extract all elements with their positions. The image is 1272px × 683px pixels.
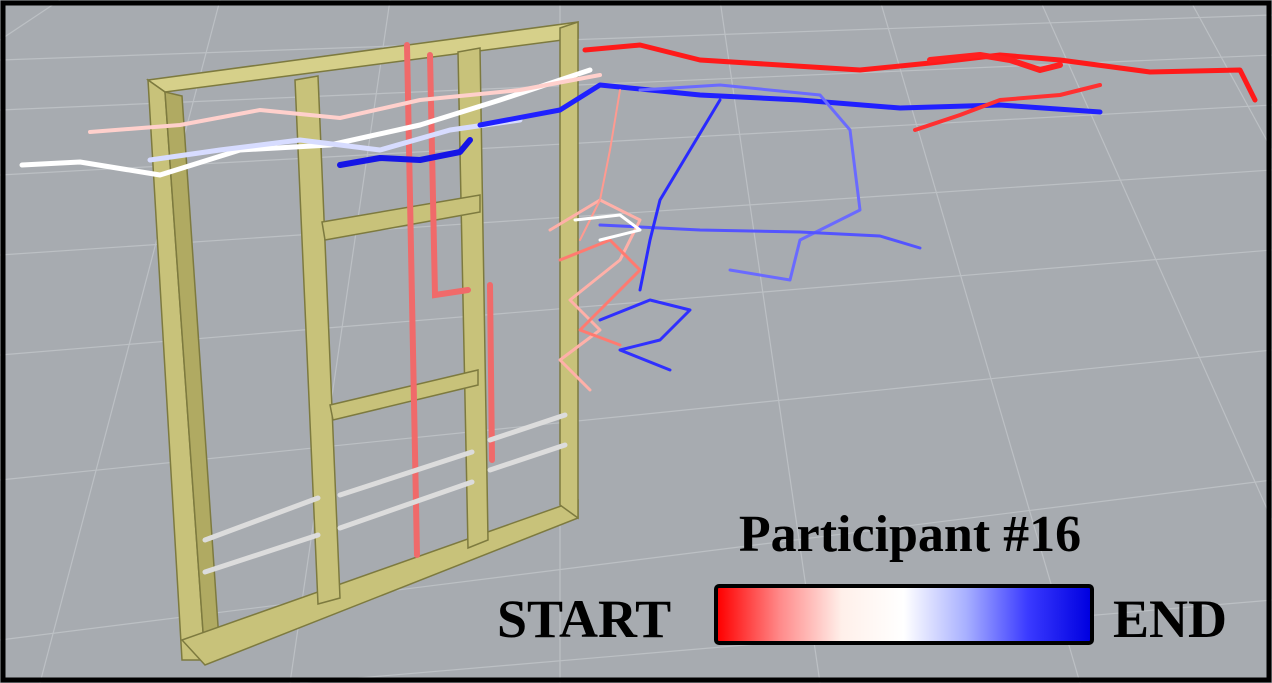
handrails: [202, 412, 568, 575]
legend-end-label: END: [1113, 589, 1228, 649]
legend-title: Participant #16: [738, 506, 1082, 563]
wall-frame: [146, 20, 579, 666]
movement-trajectories: [19, 42, 1258, 392]
legend-start-label: START: [497, 589, 672, 649]
legend-colorbar: [714, 584, 1094, 645]
